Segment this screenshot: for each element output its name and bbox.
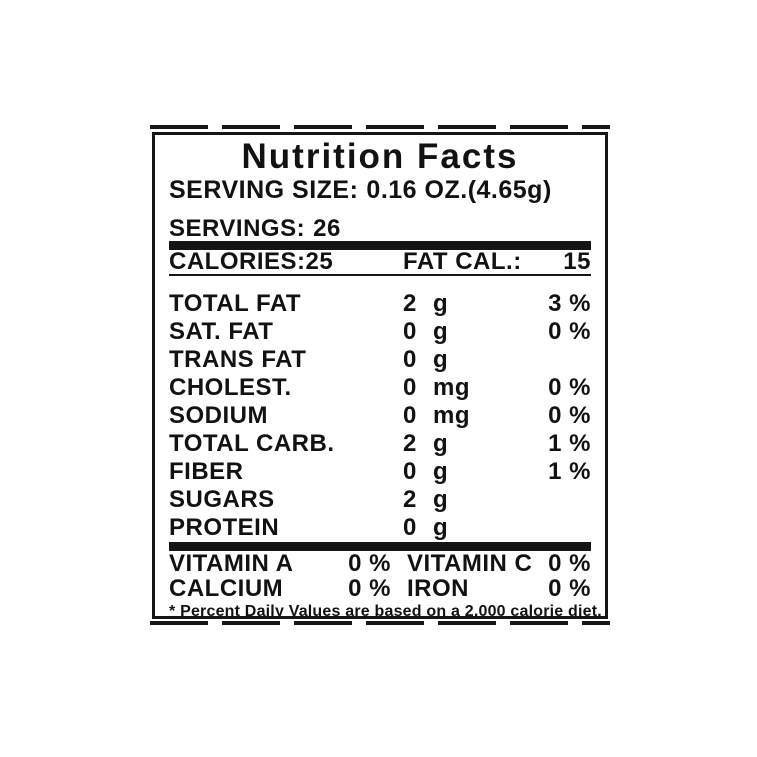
nutrient-row-trans-fat: TRANS FAT 0 g [169, 346, 591, 374]
micronutrient-value: 0 % [548, 575, 591, 602]
nutrient-dv: 0 % [548, 318, 591, 345]
footnote: * Percent Daily Values are based on a 2,… [169, 603, 602, 619]
calories-row: CALORIES:25 FAT CAL.: 15 [169, 250, 591, 276]
nutrient-amount: 0 [403, 374, 417, 401]
nutrient-dv [527, 486, 591, 514]
nutrient-dv: 0 % [548, 402, 591, 429]
serving-size-value: 0.16 OZ.(4.65g) [366, 176, 552, 204]
nutrient-row-total-fat: TOTAL FAT 2 g 3 % [169, 290, 591, 318]
micronutrient-value: 0 % [348, 575, 391, 602]
nutrient-name: SAT. FAT [169, 318, 274, 345]
micronutrient-name: VITAMIN C [407, 550, 533, 577]
nutrient-unit: mg [433, 374, 470, 401]
micronutrient-name: CALCIUM [169, 575, 284, 602]
nutrient-dv: 0 % [548, 374, 591, 401]
separator-bar-bottom [169, 544, 591, 551]
nutrient-row-sodium: SODIUM 0 mg 0 % [169, 402, 591, 430]
micronutrient-name: IRON [407, 575, 469, 602]
nutrient-row-cholesterol: CHOLEST. 0 mg 0 % [169, 374, 591, 402]
micronutrient-row-minerals: CALCIUM 0 % IRON 0 % [169, 576, 591, 601]
nutrient-unit: g [433, 318, 449, 345]
cut-line-top [150, 125, 610, 129]
nutrient-dv: 3 % [548, 290, 591, 317]
micronutrient-row-vitamins: VITAMIN A 0 % VITAMIN C 0 % [169, 551, 591, 576]
nutrient-amount: 2 [403, 486, 417, 513]
nutrient-unit: mg [433, 402, 470, 429]
nutrient-amount: 2 [403, 430, 417, 457]
servings-label: SERVINGS: [169, 215, 306, 242]
nutrient-amount: 0 [403, 458, 417, 485]
label-title: Nutrition Facts [241, 137, 519, 176]
nutrient-row-sat-fat: SAT. FAT 0 g 0 % [169, 318, 591, 346]
nutrient-name: PROTEIN [169, 514, 280, 541]
nutrient-amount: 0 [403, 346, 417, 373]
nutrient-amount: 0 [403, 514, 417, 541]
nutrient-amount: 0 [403, 318, 417, 345]
nutrient-name: TRANS FAT [169, 346, 307, 373]
nutrient-table: TOTAL FAT 2 g 3 % SAT. FAT 0 g 0 % TRANS… [169, 290, 591, 544]
cut-line-bottom [150, 621, 610, 625]
nutrient-name: SUGARS [169, 486, 275, 513]
nutrient-dv: 1 % [548, 430, 591, 457]
nutrient-dv [527, 346, 591, 374]
nutrient-unit: g [433, 346, 449, 373]
nutrient-row-fiber: FIBER 0 g 1 % [169, 458, 591, 486]
nutrient-name: TOTAL FAT [169, 290, 302, 317]
nutrient-name: TOTAL CARB. [169, 430, 335, 457]
nutrient-name: FIBER [169, 458, 244, 485]
nutrient-unit: g [433, 430, 449, 457]
nutrient-row-total-carb: TOTAL CARB. 2 g 1 % [169, 430, 591, 458]
nutrient-row-sugars: SUGARS 2 g [169, 486, 591, 514]
micronutrient-value: 0 % [548, 550, 591, 577]
servings-value: 26 [313, 215, 341, 242]
micronutrient-name: VITAMIN A [169, 550, 294, 577]
separator-bar-top [169, 243, 591, 250]
nutrient-unit: g [433, 458, 449, 485]
nutrient-amount: 2 [403, 290, 417, 317]
nutrient-unit: g [433, 290, 449, 317]
serving-size-label: SERVING SIZE: [169, 176, 359, 204]
nutrient-name: SODIUM [169, 402, 268, 429]
nutrient-unit: g [433, 514, 449, 541]
serving-size-row: SERVING SIZE: 0.16 OZ.(4.65g) [169, 176, 591, 204]
calories-label: CALORIES:25 [169, 248, 334, 275]
nutrient-unit: g [433, 486, 449, 513]
nutrition-label: Nutrition Facts SERVING SIZE: 0.16 OZ.(4.… [152, 132, 608, 619]
fat-cal-value: 15 [563, 248, 591, 275]
micronutrient-value: 0 % [348, 550, 391, 577]
nutrient-amount: 0 [403, 402, 417, 429]
nutrient-dv [527, 514, 591, 542]
nutrient-row-protein: PROTEIN 0 g [169, 514, 591, 544]
fat-cal-label: FAT CAL.: [403, 248, 522, 275]
nutrient-name: CHOLEST. [169, 374, 292, 401]
servings-row: SERVINGS: 26 [169, 217, 591, 243]
nutrient-dv: 1 % [548, 458, 591, 485]
